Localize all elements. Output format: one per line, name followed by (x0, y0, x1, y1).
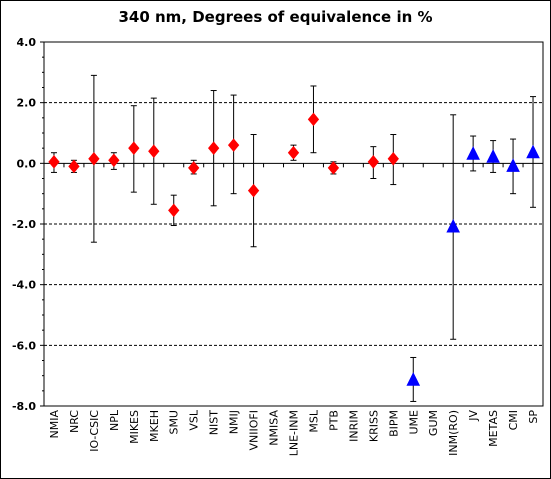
data-point-triangle (446, 218, 460, 233)
x-tick-label: JV (467, 410, 480, 422)
data-point-diamond (128, 141, 140, 155)
y-tick-label: -6.0 (12, 339, 36, 352)
data-point-diamond (327, 161, 340, 175)
data-point-triangle (486, 149, 500, 163)
y-tick-label: -8.0 (12, 400, 36, 413)
x-tick-label: VSL (188, 409, 201, 431)
x-tick-label: KRISS (367, 410, 380, 442)
data-point-diamond (108, 153, 120, 168)
y-tick-label: 2.0 (17, 97, 37, 110)
x-tick-label: INRIM (347, 410, 360, 442)
y-tick-label: -4.0 (12, 279, 36, 292)
data-point-diamond (68, 159, 80, 174)
plot-border (43, 41, 544, 407)
x-tick-label: NMIA (48, 410, 61, 439)
data-point-triangle (466, 146, 480, 160)
data-point-triangle (506, 158, 520, 172)
x-tick-label: NIST (208, 410, 221, 435)
x-tick-label: UME (407, 410, 420, 435)
x-tick-label: LNE-INM (288, 410, 301, 456)
x-tick-label: MSL (307, 409, 320, 432)
x-tick-label: BIPM (387, 410, 400, 437)
data-point-diamond (168, 203, 180, 218)
x-tick-label: VNIIOFI (248, 410, 261, 450)
chart-title: 340 nm, Degrees of equivalence in % (118, 8, 433, 26)
y-tick-label: 4.0 (17, 36, 37, 49)
x-tick-label: SMU (168, 410, 181, 435)
data-point-diamond (387, 152, 399, 166)
x-tick-label: SP (527, 410, 540, 424)
x-tick-label: INM(RO) (447, 410, 460, 456)
x-tick-label: MIKES (128, 410, 141, 444)
data-point-diamond (247, 183, 260, 198)
data-point-diamond (367, 155, 379, 169)
x-tick-label: CMI (507, 410, 520, 430)
data-point-diamond (208, 141, 220, 155)
x-tick-label: NMIJ (228, 410, 241, 434)
x-tick-label: NPL (108, 409, 121, 431)
x-tick-label: NMISA (268, 410, 281, 446)
x-tick-label: IO-CSIC (88, 410, 101, 452)
data-point-diamond (188, 161, 200, 175)
data-point-triangle (526, 144, 540, 159)
data-point-diamond (48, 155, 60, 169)
x-tick-label: METAS (487, 410, 500, 447)
x-tick-label: PTB (327, 410, 340, 431)
data-point-diamond (227, 138, 240, 152)
y-tick-label: -2.0 (12, 218, 36, 231)
data-point-diamond (307, 112, 320, 127)
y-tick-label: 0.0 (17, 157, 37, 170)
data-point-diamond (148, 144, 160, 158)
data-point-diamond (88, 152, 100, 166)
data-point-diamond (287, 145, 300, 160)
x-tick-label: NRC (68, 410, 81, 433)
data-point-triangle (406, 372, 421, 386)
x-tick-label: GUM (427, 410, 440, 436)
x-tick-label: MKEH (148, 410, 161, 442)
